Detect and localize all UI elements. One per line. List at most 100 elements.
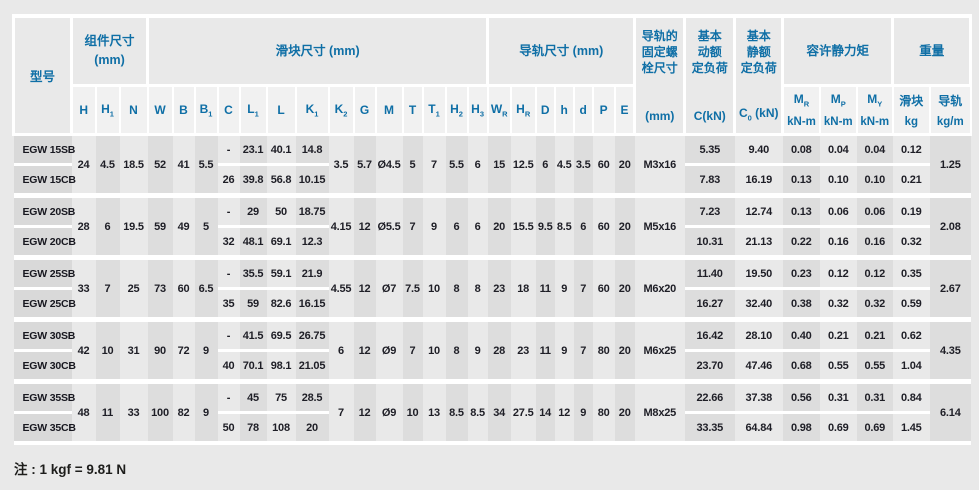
table-cell: 0.32 xyxy=(827,297,849,310)
table-cell: 0.98 xyxy=(790,421,812,434)
table-cell: 1.04 xyxy=(900,359,922,372)
group-separator xyxy=(13,317,971,322)
table-cell: 16.15 xyxy=(298,297,326,310)
table-cell: 0.06 xyxy=(856,198,893,228)
dynamic-load-unit: C(kN) xyxy=(693,108,726,123)
table-cell: 7 xyxy=(338,406,344,419)
table-cell: 6.5 xyxy=(198,282,214,295)
table-cell: 35 xyxy=(222,297,235,310)
table-cell: 0.12 xyxy=(819,260,857,290)
table-cell: 0.08 xyxy=(782,134,820,166)
moment-unit: kN-m xyxy=(823,115,853,128)
col-header-g: G xyxy=(352,84,377,136)
table-cell: 0.04 xyxy=(856,134,893,166)
col-header-p: P xyxy=(591,84,616,136)
table-cell: 7 xyxy=(409,220,416,233)
table-cell: 12.3 xyxy=(301,235,323,248)
table-cell: 28 xyxy=(493,344,506,357)
group-header-weight: 重量 xyxy=(891,16,973,87)
table-cell: 7.23 xyxy=(684,198,735,228)
table-cell: 0.21 xyxy=(900,173,922,186)
table-cell: 23 xyxy=(493,282,506,295)
table-cell: EGW 20SB xyxy=(13,198,75,228)
table-cell: 3.5 xyxy=(575,158,591,171)
table-row: EGW 35SB 48 11 33 100 82 9-45 75 28.5 7 12 Ø9 10 13 8.… xyxy=(13,384,971,419)
table-row: EGW 20SB 28 6 19.5 59 49 5-29 50 18.75 4.15 12 Ø5.5… xyxy=(13,198,971,233)
table-cell: 70.1 xyxy=(242,359,264,372)
col-header-h: H xyxy=(70,84,97,136)
col-header-h1: H1 xyxy=(94,84,121,136)
table-cell: 6 xyxy=(580,220,587,233)
col-header-m: M xyxy=(374,84,404,136)
col-header-k2: K2 xyxy=(327,84,355,136)
table-cell: 0.32 xyxy=(900,235,922,248)
col-header-k1: K1 xyxy=(294,84,330,136)
table-cell: M6x25 xyxy=(643,344,677,357)
table-cell: Ø4.5 xyxy=(377,158,401,171)
moment-unit: kN-m xyxy=(860,115,890,128)
table-cell: 75 xyxy=(266,384,296,414)
table-cell: 5.7 xyxy=(357,158,372,171)
col-header-e: E xyxy=(613,84,636,136)
table-row: EGW 30SB 42 10 31 90 72 9-41.5 69.5 26.75 6 12 Ø9 7 1… xyxy=(13,322,971,357)
col-header-model: 型号 xyxy=(12,16,73,136)
table-cell: 37.38 xyxy=(734,384,783,414)
table-cell: 20 xyxy=(618,282,631,295)
table-cell: 11 xyxy=(539,344,551,357)
table-cell: 20 xyxy=(306,421,318,434)
table-cell: 47.46 xyxy=(745,359,773,372)
col-header-d: d xyxy=(572,84,594,136)
table-cell: 60 xyxy=(597,158,610,171)
table-cell: 0.19 xyxy=(892,198,930,228)
table-cell: 33.35 xyxy=(696,421,724,434)
table-cell: 80 xyxy=(597,344,610,357)
col-header-dynamic-load: 基本 动额 定负荷 C(kN) xyxy=(683,16,737,136)
group-separator xyxy=(13,379,971,384)
static-load-unit: C0 (kN) xyxy=(739,106,779,123)
table-cell: 33 xyxy=(77,282,90,295)
table-cell: 5.5 xyxy=(449,158,464,171)
col-header-static-load: 基本 静额 定负荷 C0 (kN) xyxy=(733,16,785,136)
footnote: 注 : 1 kgf = 9.81 N xyxy=(14,462,127,477)
table-cell: 18.75 xyxy=(295,198,329,228)
table-cell: 9 xyxy=(580,406,587,419)
col-header-mp: MP kN-m xyxy=(818,84,858,136)
table-cell: - xyxy=(217,134,240,166)
table-cell: 22.66 xyxy=(684,384,735,414)
table-cell: 28.10 xyxy=(734,322,783,352)
table-row: EGW 20CB 32 48.1 69.1 12.3 10.31 21.13 0.22 0.16… xyxy=(13,226,971,255)
table-cell: 20 xyxy=(618,344,631,357)
moment-unit: kN-m xyxy=(787,115,816,128)
table-cell: 10.31 xyxy=(696,235,724,248)
table-cell: 6 xyxy=(104,220,111,233)
weight-label: 滑块 xyxy=(899,94,924,108)
moment-symbol: MP xyxy=(830,92,846,109)
table-cell: 0.10 xyxy=(864,173,886,186)
table-cell: 9 xyxy=(203,344,209,357)
table-cell: 20 xyxy=(618,406,631,419)
table-cell: 48.1 xyxy=(242,235,264,248)
table-cell: 0.10 xyxy=(827,173,849,186)
table-cell: 32 xyxy=(222,235,235,248)
table-cell: 0.12 xyxy=(892,134,930,166)
bolt-unit: (mm) xyxy=(645,108,675,123)
table-cell: EGW 15SB xyxy=(13,134,75,166)
table-cell: 9.40 xyxy=(734,134,783,166)
table-cell: EGW 25CB xyxy=(13,288,76,317)
table-cell: 10 xyxy=(101,344,114,357)
table-cell: 8 xyxy=(453,344,460,357)
table-cell: 18.5 xyxy=(123,158,144,171)
separator-cell xyxy=(13,379,971,384)
table-cell: 12 xyxy=(358,344,371,357)
table-cell: EGW 30CB xyxy=(13,350,76,379)
col-header-t1: T1 xyxy=(421,84,447,136)
table-cell: 45 xyxy=(239,384,267,414)
table-cell: 0.13 xyxy=(790,173,812,186)
col-header-b: B xyxy=(171,84,196,136)
table-cell: 20 xyxy=(618,158,631,171)
group-header-block-dims: 滑块尺寸 (mm) xyxy=(145,16,490,87)
table-cell: 7.5 xyxy=(405,282,420,295)
table-cell: 98.1 xyxy=(270,359,292,372)
table-cell: 8.5 xyxy=(556,220,572,233)
table-cell: 0.35 xyxy=(892,260,930,290)
